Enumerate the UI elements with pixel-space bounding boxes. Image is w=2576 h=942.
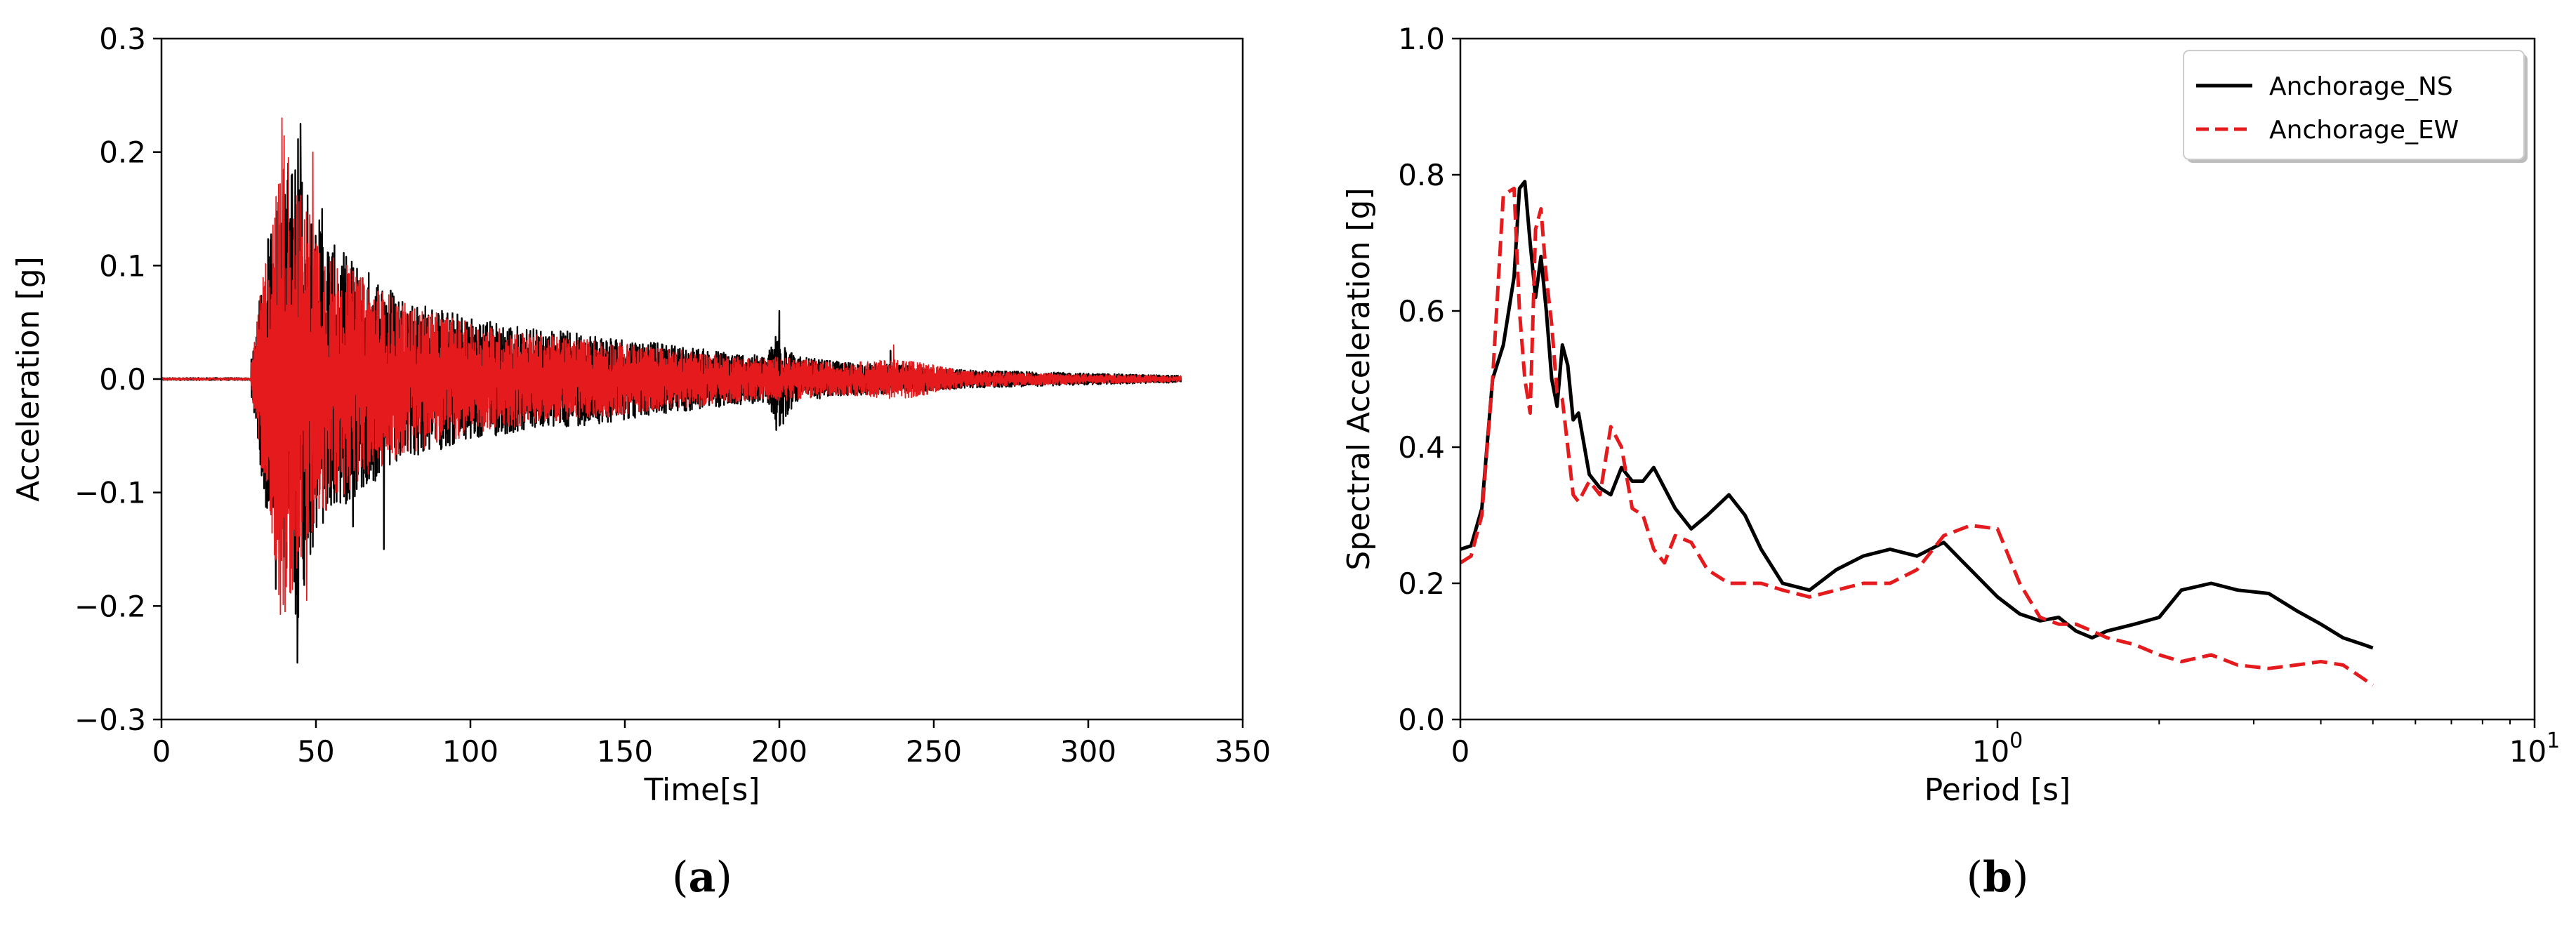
x-tick-label-a: 300 bbox=[1060, 734, 1116, 769]
y-tick-label-a: 0.0 bbox=[99, 362, 146, 397]
y-tick-label-a: −0.1 bbox=[74, 476, 146, 510]
x-tick-label-a: 0 bbox=[152, 734, 171, 769]
series-line-anchorage-ew bbox=[1459, 186, 2374, 687]
x-axis-title-b: Period [s] bbox=[1924, 772, 2070, 808]
y-tick-label-a: 0.3 bbox=[99, 22, 146, 56]
x-tick-label-a: 100 bbox=[442, 734, 498, 769]
x-tick-label-b: 101 bbox=[2509, 729, 2561, 769]
plot-area-b bbox=[1459, 180, 2374, 687]
y-tick-label-a: 0.1 bbox=[99, 248, 146, 283]
panel-a-time-history: 0 50 100 150 200 250 300 350 −0.3 −0.2 −0.1 0.0 0.1 0… bbox=[11, 22, 1271, 902]
series-line-anchorage-ns bbox=[1460, 180, 2374, 650]
legend-label-anchorage-ns: Anchorage_NS bbox=[2269, 72, 2453, 101]
panel-label-a: (a) bbox=[672, 853, 732, 902]
y-tick-label-b: 0.6 bbox=[1398, 294, 1445, 329]
plot-area-a bbox=[160, 117, 1182, 664]
x-tick-label-b: 0 bbox=[1451, 734, 1470, 769]
x-tick-label-a: 50 bbox=[297, 734, 334, 769]
legend-box bbox=[2183, 50, 2525, 160]
x-tick-label-a: 250 bbox=[906, 734, 962, 769]
y-tick-label-b: 0.2 bbox=[1398, 566, 1445, 601]
x-tick-label-a: 150 bbox=[597, 734, 653, 769]
panel-label-b: (b) bbox=[1967, 853, 2029, 902]
x-tick-label-a: 200 bbox=[751, 734, 807, 769]
y-tick-label-a: 0.2 bbox=[99, 135, 146, 170]
x-tick-label-a: 350 bbox=[1215, 734, 1271, 769]
x-tick-label-b: 100 bbox=[1972, 729, 2023, 769]
y-tick-label-b: 0.8 bbox=[1398, 158, 1445, 192]
y-axis-title-a: Acceleration [g] bbox=[11, 256, 46, 502]
x-axis-title-a: Time[s] bbox=[644, 772, 760, 808]
panel-b-response-spectrum: 0 100 101 0.0 0.2 0.4 0.6 0.8 1.0 Period [s] Spect… bbox=[1341, 22, 2560, 902]
series-line-ew bbox=[161, 117, 1182, 615]
y-tick-label-b: 0.0 bbox=[1398, 703, 1445, 737]
legend: Anchorage_NS Anchorage_EW bbox=[2183, 50, 2528, 163]
y-tick-label-b: 1.0 bbox=[1398, 22, 1445, 56]
y-tick-label-a: −0.3 bbox=[74, 703, 146, 737]
y-axis-title-b: Spectral Acceleration [g] bbox=[1341, 187, 1377, 570]
legend-label-anchorage-ew: Anchorage_EW bbox=[2269, 116, 2459, 145]
y-tick-label-b: 0.4 bbox=[1398, 430, 1445, 465]
y-tick-label-a: −0.2 bbox=[74, 589, 146, 623]
